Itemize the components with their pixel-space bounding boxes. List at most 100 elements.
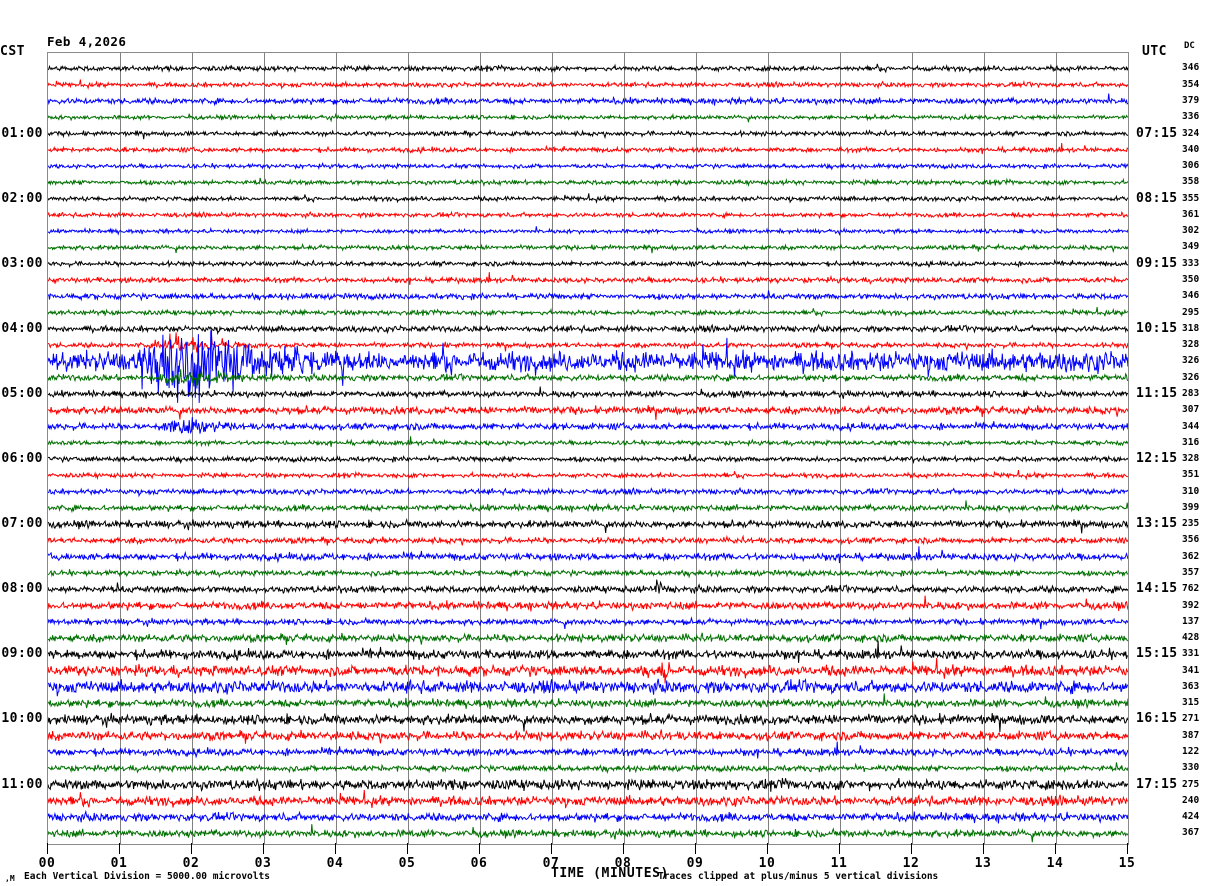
seismic-trace (48, 404, 1128, 420)
left-hour-label: 02:00 (1, 190, 43, 206)
scale-note-prefix: ,M (5, 874, 15, 883)
right-timezone-label: UTC (1142, 44, 1167, 59)
dc-value: 357 (1182, 567, 1200, 578)
dc-value: 235 (1182, 518, 1200, 530)
seismic-trace (48, 470, 1128, 481)
dc-value: 310 (1182, 485, 1200, 497)
seismic-trace (48, 272, 1128, 286)
seismic-trace (48, 486, 1128, 498)
x-tick-label: 02 (182, 856, 200, 871)
seismic-trace (48, 777, 1128, 792)
seismic-trace (48, 93, 1128, 107)
dc-value: 315 (1182, 697, 1200, 709)
dc-value: 324 (1182, 127, 1200, 139)
dc-value: 307 (1182, 404, 1200, 416)
dc-value: 363 (1182, 680, 1200, 692)
seismic-trace (48, 632, 1128, 645)
left-hour-label: 04:00 (1, 320, 43, 336)
seismic-trace (48, 595, 1128, 612)
x-tick-major (767, 843, 768, 854)
right-hour-label: 15:15 (1136, 646, 1178, 662)
seismic-trace (48, 307, 1128, 318)
x-tick-major (47, 843, 48, 854)
x-tick-major (1055, 843, 1056, 854)
seismic-trace (48, 177, 1128, 188)
seismic-trace (48, 789, 1128, 809)
x-tick-major (983, 843, 984, 854)
seismic-trace (48, 386, 1128, 400)
header-date: Feb 4,2026 (47, 34, 127, 49)
dc-value: 275 (1182, 778, 1200, 790)
dc-value: 316 (1182, 436, 1200, 448)
x-tick-label: 04 (326, 856, 344, 871)
seismic-trace (48, 546, 1128, 564)
right-hour-label: 12:15 (1136, 451, 1178, 467)
x-tick-label: 07 (542, 856, 560, 871)
dc-value: 318 (1182, 322, 1200, 334)
dc-value: 328 (1182, 339, 1200, 351)
x-tick-major (839, 843, 840, 854)
x-tick-major (119, 843, 120, 854)
x-tick-label: 01 (110, 856, 128, 871)
left-hour-label: 07:00 (1, 516, 43, 532)
dc-value: 122 (1182, 746, 1200, 758)
seismic-trace (48, 809, 1128, 824)
seismic-trace (48, 453, 1128, 465)
dc-value: 341 (1182, 664, 1200, 676)
helicorder-canvas (48, 53, 1128, 844)
dc-value: 137 (1182, 615, 1200, 627)
dc-value: 331 (1182, 648, 1200, 660)
dc-value: 240 (1182, 794, 1200, 806)
dc-value: 344 (1182, 420, 1200, 432)
seismic-trace (48, 112, 1128, 123)
seismic-trace (48, 79, 1128, 90)
seismic-trace (48, 417, 1128, 435)
seismic-trace (48, 762, 1128, 775)
seismic-trace (48, 193, 1128, 204)
x-tick-label: 10 (758, 856, 776, 871)
right-hour-label: 14:15 (1136, 581, 1178, 597)
dc-value: 326 (1182, 355, 1200, 367)
x-tick-label: 09 (686, 856, 704, 871)
left-hour-label: 03:00 (1, 255, 43, 271)
seismic-trace (48, 534, 1128, 546)
x-tick-major (1127, 843, 1128, 854)
x-axis-title: TIME (MINUTES) (551, 866, 669, 881)
seismic-trace (48, 290, 1128, 302)
x-tick-major (335, 843, 336, 854)
right-hour-label: 11:15 (1136, 385, 1178, 401)
clip-note: Traces clipped at plus/minus 5 vertical … (658, 871, 939, 882)
seismic-trace (48, 142, 1128, 155)
x-tick-label: 06 (470, 856, 488, 871)
x-tick-major (263, 843, 264, 854)
x-tick-label: 03 (254, 856, 272, 871)
seismic-trace (48, 323, 1128, 336)
helicorder-plot[interactable] (47, 52, 1129, 845)
dc-value: 392 (1182, 599, 1200, 611)
dc-value: 302 (1182, 225, 1200, 237)
dc-value: 399 (1182, 501, 1200, 513)
seismic-trace (48, 517, 1128, 534)
x-tick-major (479, 843, 480, 854)
x-tick-major (911, 843, 912, 854)
seismic-trace (48, 332, 1128, 353)
dc-value: 762 (1182, 583, 1200, 595)
dc-value: 346 (1182, 62, 1200, 74)
dc-value: 350 (1182, 274, 1200, 286)
seismic-trace (48, 678, 1128, 697)
seismic-trace (48, 369, 1128, 387)
x-tick-label: 08 (614, 856, 632, 871)
right-hour-label: 10:15 (1136, 320, 1178, 336)
x-tick-label: 00 (38, 856, 56, 871)
right-hour-label: 09:15 (1136, 255, 1178, 271)
dc-value: 362 (1182, 550, 1200, 562)
dc-value: 333 (1182, 257, 1200, 269)
dc-value: 428 (1182, 632, 1200, 644)
scale-note: Each Vertical Division = 5000.00 microvo… (24, 871, 270, 882)
dc-value: 355 (1182, 192, 1200, 204)
seismic-trace (48, 500, 1128, 514)
dc-value: 367 (1182, 827, 1200, 839)
dc-value: 351 (1182, 469, 1200, 481)
right-hour-label: 08:15 (1136, 190, 1178, 206)
x-tick-label: 15 (1118, 856, 1136, 871)
